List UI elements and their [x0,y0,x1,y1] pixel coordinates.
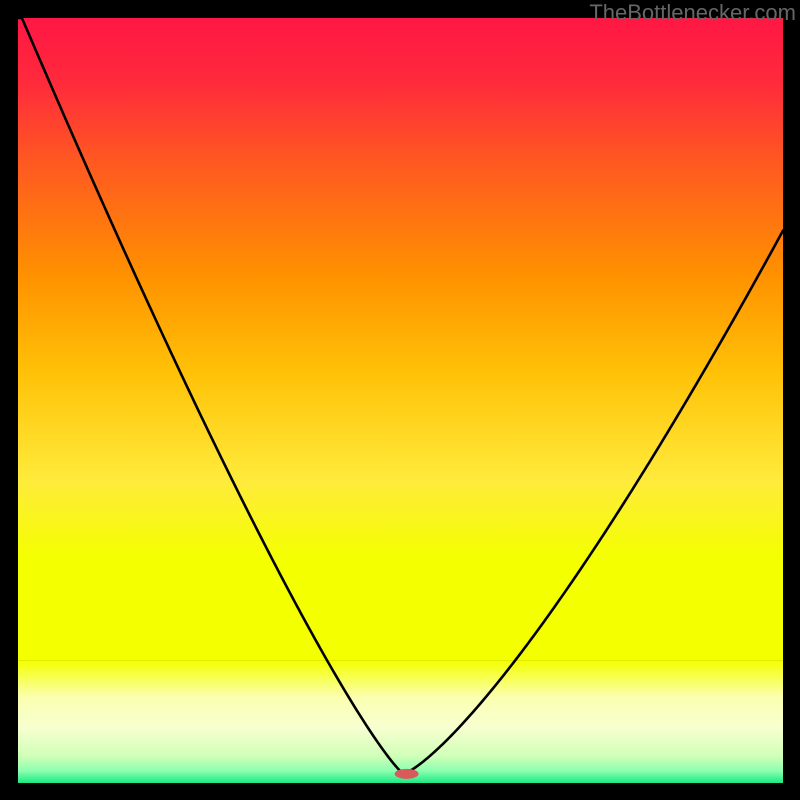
optimal-marker [395,769,419,779]
watermark-text: TheBottlenecker.com [589,0,800,26]
chart-stage: TheBottlenecker.com [0,0,800,800]
bottleneck-chart [0,0,800,800]
